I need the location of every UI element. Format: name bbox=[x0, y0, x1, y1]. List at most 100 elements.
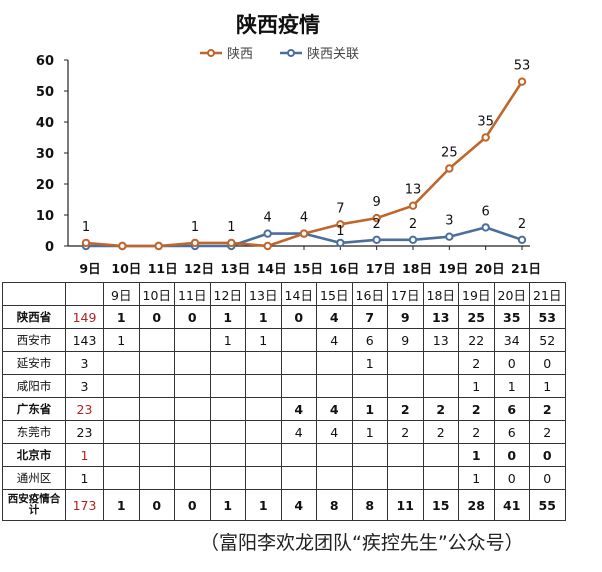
data-point bbox=[227, 238, 236, 248]
daily-count-cell: 2 bbox=[529, 397, 566, 421]
daily-count-cell: 22 bbox=[458, 328, 495, 352]
daily-count-cell: 4 bbox=[280, 420, 317, 444]
data-point bbox=[517, 235, 527, 245]
daily-count-cell: 2 bbox=[422, 397, 459, 421]
daily-count-cell: 7 bbox=[351, 305, 388, 329]
daily-count-cell: 13 bbox=[422, 305, 459, 329]
daily-count-cell bbox=[245, 397, 282, 421]
daily-count-cell bbox=[245, 374, 282, 398]
data-label: 2 bbox=[409, 217, 417, 232]
region-name-cell: 延安市 bbox=[2, 351, 66, 375]
header-day-cell: 17日 bbox=[387, 282, 424, 306]
data-point bbox=[481, 133, 490, 142]
x-tick-label: 13日 bbox=[220, 261, 250, 276]
table-row: 北京市 1 1 0 0 bbox=[2, 443, 566, 467]
header-day-cell: 11日 bbox=[174, 282, 211, 306]
daily-count-cell: 1 bbox=[493, 374, 530, 398]
region-name-cell: 通州区 bbox=[2, 466, 66, 490]
daily-count-cell bbox=[209, 466, 246, 490]
daily-count-cell: 1 bbox=[529, 374, 566, 398]
daily-count-cell bbox=[138, 328, 175, 352]
daily-count-cell: 1 bbox=[351, 351, 388, 375]
data-label: 53 bbox=[514, 59, 531, 74]
chart-title: 陕西疫情 bbox=[236, 13, 320, 37]
header-day-cell: 12日 bbox=[209, 282, 246, 306]
table-row: 西安疫情合计 173 1 0 0 1 1 4 8 8 11 15 28 41 55 bbox=[2, 489, 566, 521]
daily-count-cell bbox=[138, 397, 175, 421]
table-row: 通州区 1 1 0 0 bbox=[2, 466, 566, 490]
daily-count-cell bbox=[245, 420, 282, 444]
daily-count-cell: 1 bbox=[351, 420, 388, 444]
daily-count-cell bbox=[351, 466, 388, 490]
daily-count-cell bbox=[280, 443, 317, 467]
header-day-cell: 16日 bbox=[351, 282, 388, 306]
daily-count-cell bbox=[174, 466, 211, 490]
daily-count-cell bbox=[351, 374, 388, 398]
x-tick-label: 19日 bbox=[438, 261, 468, 276]
daily-count-cell bbox=[138, 443, 175, 467]
daily-count-cell bbox=[316, 466, 353, 490]
legend-marker bbox=[207, 49, 215, 57]
data-label: 1 bbox=[191, 220, 199, 235]
region-total-cell: 173 bbox=[65, 489, 104, 521]
x-tick-label: 16日 bbox=[329, 261, 359, 276]
x-tick-label: 18日 bbox=[402, 261, 432, 276]
region-total-cell: 3 bbox=[65, 351, 104, 375]
data-label: 1 bbox=[227, 220, 235, 235]
header-day-cell: 18日 bbox=[422, 282, 459, 306]
daily-count-cell bbox=[209, 443, 246, 467]
case-table: 9日 10日 11日 12日 13日 14日 15日 16日 17日 18日 19日 20日 21日 陕… bbox=[2, 282, 566, 521]
legend: 陕西 陕西关联 bbox=[200, 47, 359, 62]
data-point bbox=[408, 235, 418, 245]
region-total-cell: 23 bbox=[65, 397, 104, 421]
daily-count-cell bbox=[138, 420, 175, 444]
daily-count-cell: 4 bbox=[316, 420, 353, 444]
daily-count-cell: 53 bbox=[529, 305, 566, 329]
daily-count-cell bbox=[209, 374, 246, 398]
daily-count-cell: 0 bbox=[138, 489, 175, 521]
table-row: 陕西省 149 1 0 0 1 1 0 4 7 9 13 25 35 53 bbox=[2, 305, 566, 329]
data-point bbox=[336, 238, 345, 248]
header-day-cell: 21日 bbox=[529, 282, 566, 306]
daily-count-cell bbox=[209, 351, 246, 375]
x-tick-label: 14日 bbox=[257, 261, 287, 276]
x-tick-label: 11日 bbox=[148, 261, 178, 276]
header-day-cell: 10日 bbox=[138, 282, 175, 306]
daily-count-cell: 35 bbox=[493, 305, 530, 329]
daily-count-cell bbox=[103, 466, 140, 490]
daily-count-cell: 0 bbox=[138, 305, 175, 329]
daily-count-cell bbox=[103, 420, 140, 444]
daily-count-cell bbox=[103, 351, 140, 375]
daily-count-cell bbox=[174, 397, 211, 421]
data-point bbox=[445, 164, 454, 173]
daily-count-cell: 6 bbox=[493, 420, 530, 444]
y-tick-label: 0 bbox=[45, 240, 54, 255]
daily-count-cell: 6 bbox=[351, 328, 388, 352]
daily-count-cell bbox=[351, 443, 388, 467]
data-label: 1 bbox=[82, 220, 90, 235]
region-name-cell: 陕西省 bbox=[2, 305, 66, 329]
region-name-cell: 广东省 bbox=[2, 397, 66, 421]
daily-count-cell: 2 bbox=[458, 397, 495, 421]
daily-count-cell bbox=[138, 351, 175, 375]
daily-count-cell bbox=[387, 466, 424, 490]
daily-count-cell bbox=[103, 443, 140, 467]
x-tick-label: 20日 bbox=[475, 261, 505, 276]
daily-count-cell bbox=[280, 328, 317, 352]
daily-count-cell: 8 bbox=[351, 489, 388, 521]
x-tick-label: 10日 bbox=[111, 261, 141, 276]
header-day-cell: 9日 bbox=[103, 282, 140, 306]
region-total-cell: 1 bbox=[65, 443, 104, 467]
data-label: 7 bbox=[336, 201, 344, 216]
daily-count-cell: 4 bbox=[316, 305, 353, 329]
daily-count-cell: 2 bbox=[387, 420, 424, 444]
data-label: 2 bbox=[373, 217, 381, 232]
daily-count-cell bbox=[245, 443, 282, 467]
data-point bbox=[445, 232, 454, 241]
data-label: 13 bbox=[405, 183, 422, 198]
daily-count-cell: 0 bbox=[529, 443, 566, 467]
daily-count-cell: 1 bbox=[209, 328, 246, 352]
daily-count-cell: 52 bbox=[529, 328, 566, 352]
x-tick-label: 9日 bbox=[79, 261, 100, 276]
daily-count-cell: 55 bbox=[529, 489, 566, 521]
